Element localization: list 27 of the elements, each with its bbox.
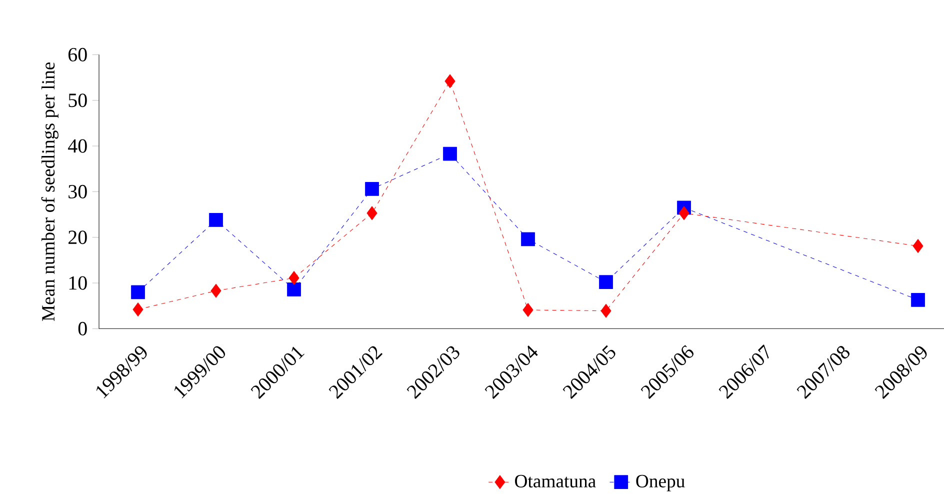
point: [210, 284, 222, 298]
point: [521, 232, 535, 246]
point: [132, 302, 144, 316]
y-axis-title: Mean number of seedlings per line: [41, 62, 58, 321]
point: [288, 271, 300, 285]
point: [131, 285, 145, 300]
point: [600, 304, 612, 318]
point: [444, 74, 456, 88]
y-tick-label: 40: [68, 139, 87, 153]
y-tick-label: 60: [68, 48, 87, 62]
point: [599, 275, 613, 290]
point: [912, 239, 924, 253]
point: [678, 206, 690, 220]
y-tick-label: 30: [68, 184, 87, 198]
y-tick-label: 20: [68, 230, 87, 244]
point: [365, 182, 379, 196]
point: [911, 292, 925, 307]
point: [287, 282, 301, 296]
point: [366, 206, 378, 220]
y-tick-label: 0: [78, 322, 87, 336]
point: [443, 146, 457, 161]
point: [522, 303, 534, 317]
y-tick-label: 10: [69, 276, 87, 290]
point: [209, 213, 223, 227]
legend-label: Otamatuna: [515, 474, 596, 488]
y-tick-label: 50: [68, 94, 87, 108]
legend-label: Onepu: [636, 474, 685, 492]
